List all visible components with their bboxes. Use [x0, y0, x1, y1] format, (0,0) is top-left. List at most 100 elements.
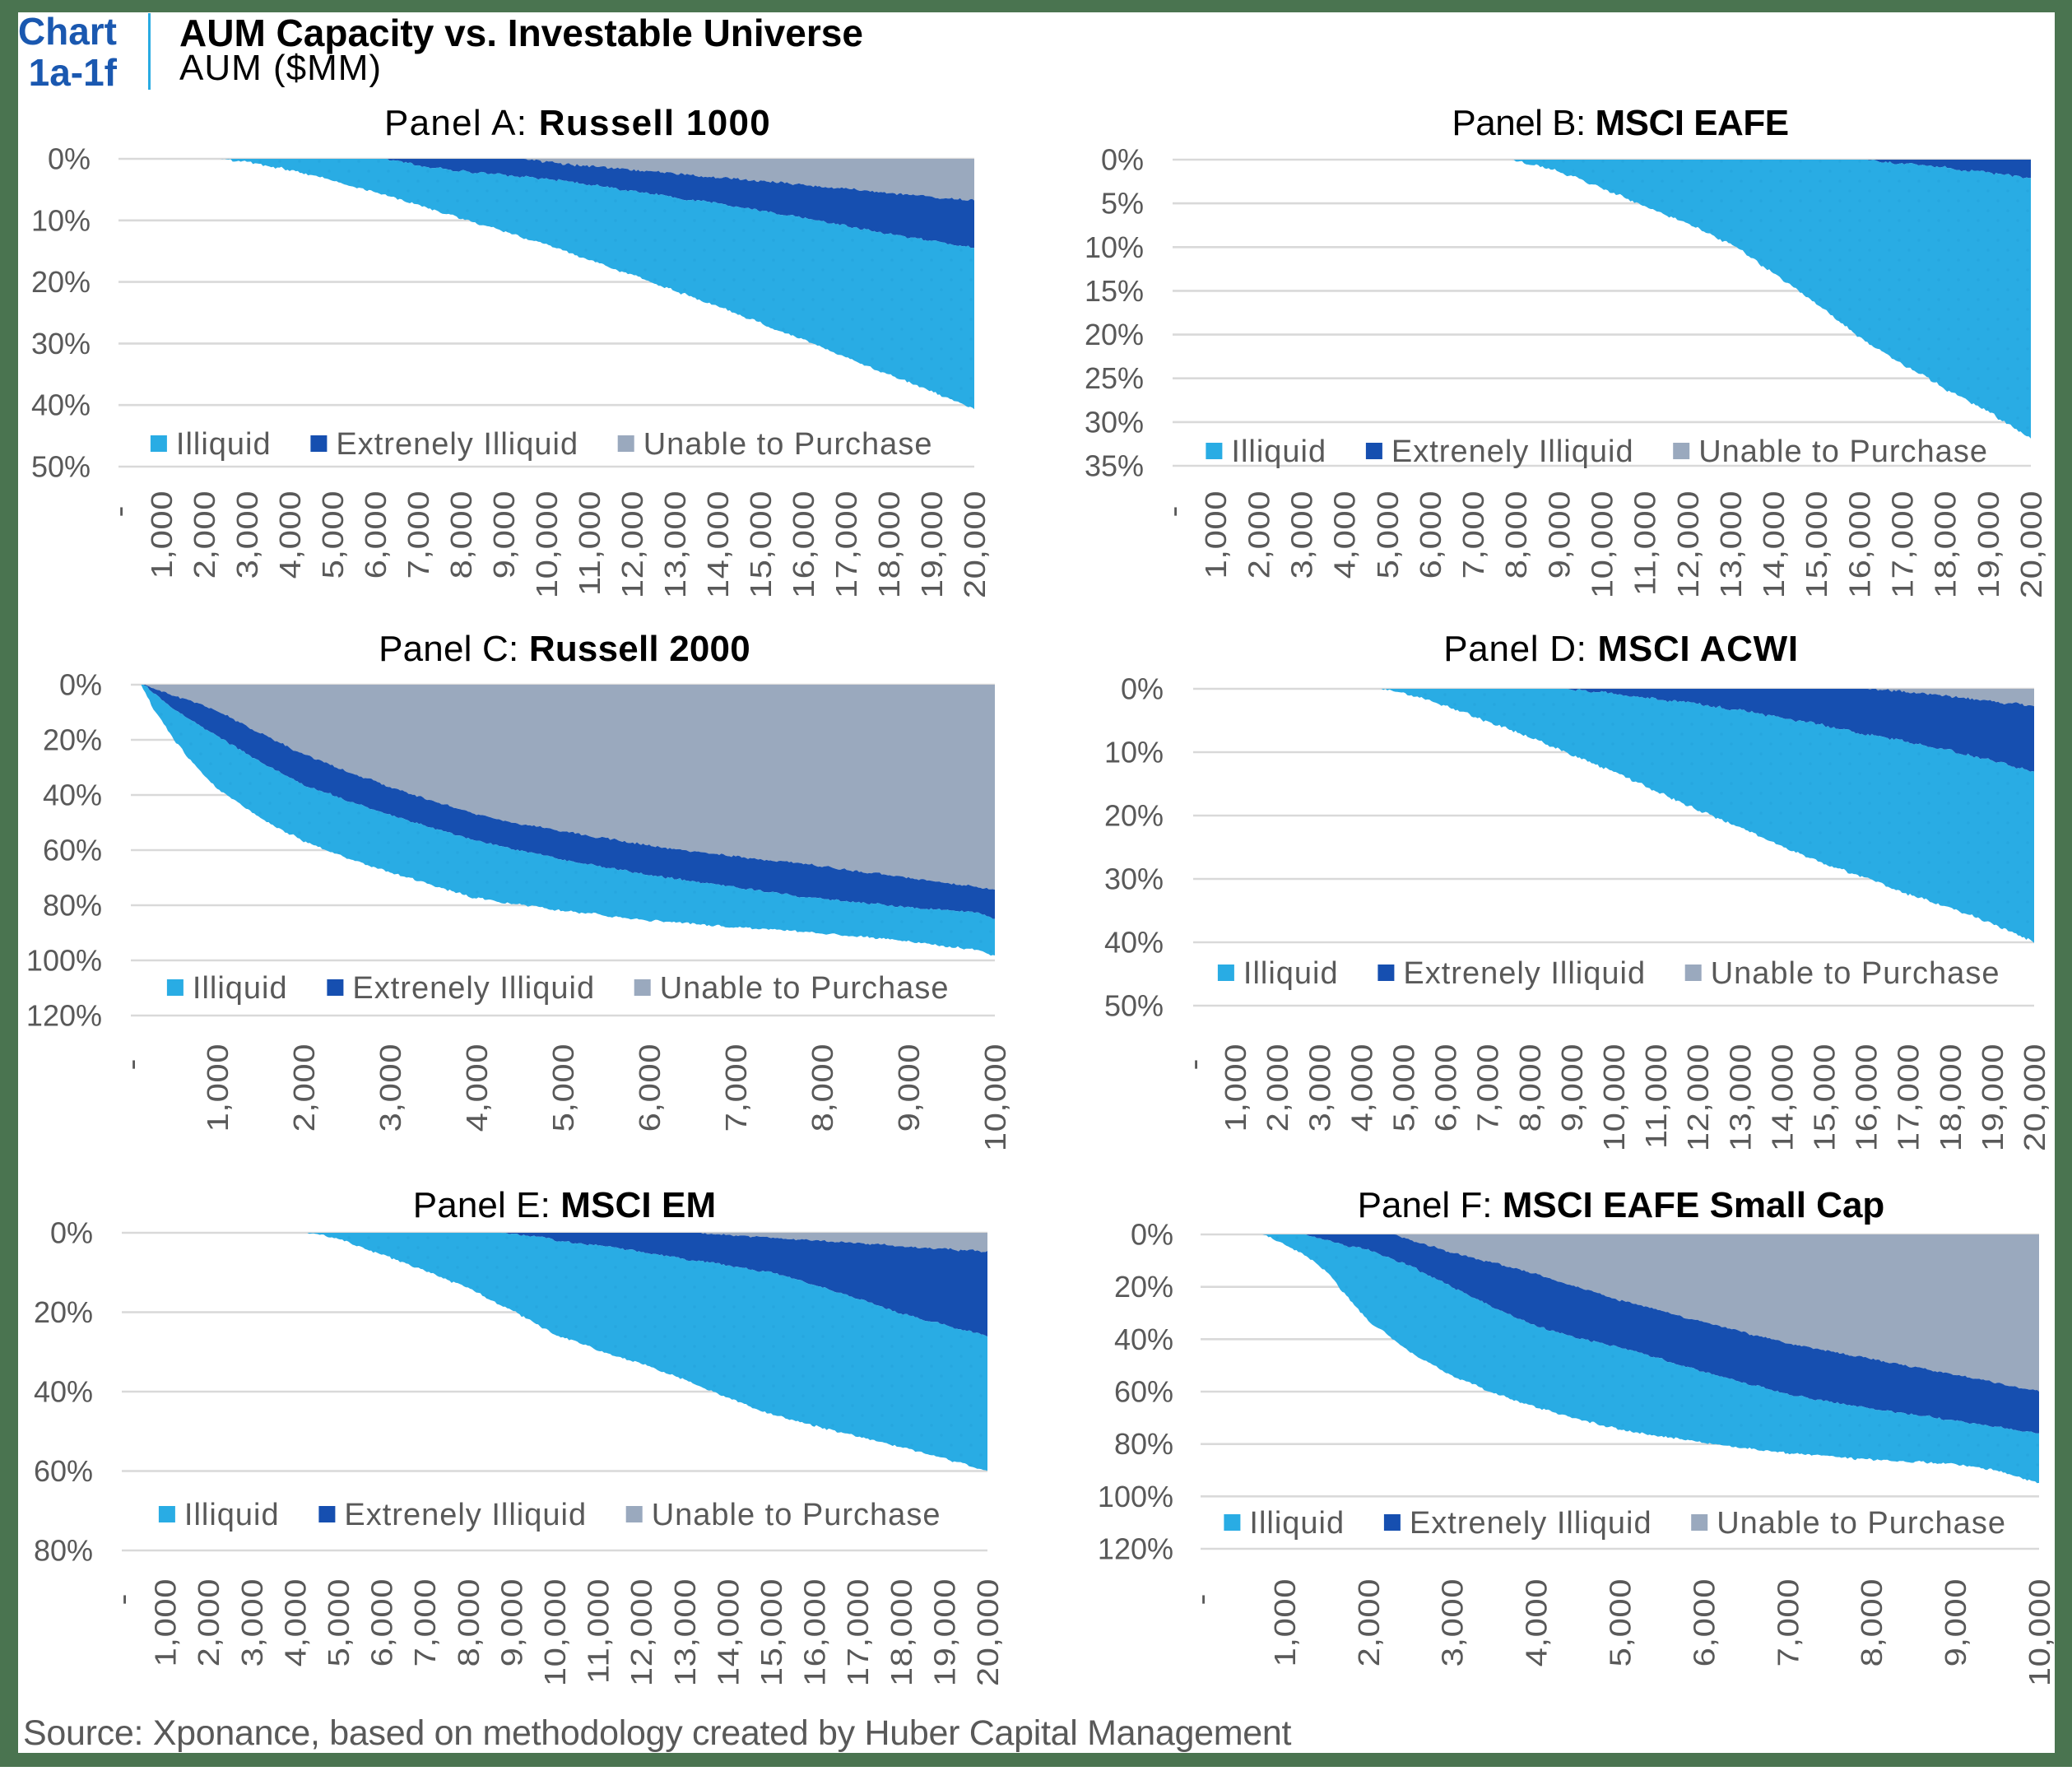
svg-text:13,000: 13,000 — [669, 1578, 702, 1686]
svg-text:6,000: 6,000 — [1689, 1578, 1721, 1666]
svg-text:20%: 20% — [34, 1295, 93, 1329]
svg-text:18,000: 18,000 — [885, 1578, 918, 1686]
svg-text:Panel B: MSCI EAFE: Panel B: MSCI EAFE — [1452, 103, 1788, 143]
svg-text:3,000: 3,000 — [1437, 1578, 1470, 1666]
svg-text:7,000: 7,000 — [1772, 1578, 1805, 1666]
svg-text:60%: 60% — [34, 1454, 93, 1488]
svg-text:7,000: 7,000 — [403, 490, 436, 579]
svg-text:-: - — [104, 505, 137, 517]
svg-text:9,000: 9,000 — [496, 1578, 529, 1666]
svg-text:4,000: 4,000 — [275, 490, 308, 579]
svg-text:1a-1f: 1a-1f — [29, 51, 118, 94]
svg-text:20,000: 20,000 — [959, 490, 992, 598]
svg-text:60%: 60% — [43, 834, 102, 867]
svg-text:13,000: 13,000 — [1716, 490, 1749, 598]
svg-text:50%: 50% — [31, 450, 91, 484]
svg-text:-: - — [107, 1593, 140, 1605]
svg-text:Extrenely Illiquid: Extrenely Illiquid — [1410, 1506, 1652, 1541]
svg-text:Unable to Purchase: Unable to Purchase — [660, 971, 950, 1006]
svg-text:14,000: 14,000 — [703, 490, 736, 598]
svg-text:20%: 20% — [1085, 318, 1144, 351]
svg-text:10,000: 10,000 — [1587, 490, 1619, 598]
svg-text:15,000: 15,000 — [746, 490, 778, 598]
svg-text:8,000: 8,000 — [1501, 490, 1534, 579]
svg-text:80%: 80% — [1114, 1427, 1173, 1461]
svg-text:5,000: 5,000 — [323, 1578, 356, 1666]
svg-text:AUM Capacity vs. Investable Un: AUM Capacity vs. Investable Universe — [179, 12, 863, 54]
svg-text:5,000: 5,000 — [548, 1044, 581, 1132]
svg-text:12,000: 12,000 — [1672, 490, 1705, 598]
svg-text:Panel A: Russell 1000: Panel A: Russell 1000 — [384, 103, 771, 143]
svg-text:7,000: 7,000 — [410, 1578, 443, 1666]
svg-text:19,000: 19,000 — [1977, 1044, 2010, 1151]
svg-text:60%: 60% — [1114, 1375, 1173, 1409]
svg-text:20,000: 20,000 — [2019, 1044, 2052, 1151]
svg-text:Panel C: Russell 2000: Panel C: Russell 2000 — [379, 629, 750, 669]
svg-text:5,000: 5,000 — [1388, 1044, 1421, 1132]
svg-text:0%: 0% — [1131, 1218, 1173, 1252]
svg-text:3,000: 3,000 — [1304, 1044, 1337, 1132]
svg-text:2,000: 2,000 — [1243, 490, 1276, 579]
svg-text:7,000: 7,000 — [721, 1044, 754, 1132]
svg-text:Illiquid: Illiquid — [184, 1498, 280, 1532]
svg-text:10,000: 10,000 — [980, 1044, 1013, 1151]
svg-text:10,000: 10,000 — [2024, 1578, 2057, 1686]
svg-text:11,000: 11,000 — [583, 1578, 616, 1684]
svg-text:9,000: 9,000 — [1544, 490, 1577, 579]
svg-text:40%: 40% — [1104, 926, 1164, 960]
svg-text:8,000: 8,000 — [453, 1578, 485, 1666]
svg-text:16,000: 16,000 — [788, 490, 821, 598]
svg-text:4,000: 4,000 — [1521, 1578, 1554, 1666]
svg-text:20%: 20% — [1114, 1270, 1173, 1304]
svg-text:12,000: 12,000 — [626, 1578, 659, 1686]
svg-text:20%: 20% — [43, 723, 102, 757]
svg-text:15,000: 15,000 — [1809, 1044, 1842, 1151]
svg-text:2,000: 2,000 — [289, 1044, 322, 1132]
svg-text:5,000: 5,000 — [1605, 1578, 1638, 1666]
svg-text:Extrenely Illiquid: Extrenely Illiquid — [1403, 956, 1646, 991]
svg-text:19,000: 19,000 — [929, 1578, 962, 1686]
svg-text:2,000: 2,000 — [1262, 1044, 1295, 1132]
svg-text:17,000: 17,000 — [1887, 490, 1920, 598]
svg-text:8,000: 8,000 — [1856, 1578, 1889, 1666]
svg-text:40%: 40% — [43, 779, 102, 812]
svg-text:9,000: 9,000 — [1557, 1044, 1590, 1132]
svg-text:6,000: 6,000 — [1415, 490, 1448, 579]
svg-text:10%: 10% — [1104, 736, 1164, 769]
svg-text:100%: 100% — [26, 944, 102, 978]
svg-text:Illiquid: Illiquid — [1249, 1506, 1345, 1541]
svg-text:13,000: 13,000 — [660, 490, 693, 598]
svg-text:12,000: 12,000 — [1683, 1044, 1716, 1151]
svg-text:7,000: 7,000 — [1472, 1044, 1505, 1132]
svg-text:9,000: 9,000 — [489, 490, 522, 579]
svg-text:20%: 20% — [1104, 799, 1164, 833]
svg-text:18,000: 18,000 — [874, 490, 907, 598]
svg-text:Unable to Purchase: Unable to Purchase — [652, 1498, 941, 1532]
svg-text:2,000: 2,000 — [193, 1578, 226, 1666]
svg-text:9,000: 9,000 — [894, 1044, 927, 1132]
svg-text:1,000: 1,000 — [1220, 1044, 1253, 1132]
svg-text:6,000: 6,000 — [366, 1578, 399, 1666]
svg-text:11,000: 11,000 — [1629, 490, 1662, 596]
svg-text:10,000: 10,000 — [540, 1578, 573, 1686]
svg-text:3,000: 3,000 — [375, 1044, 408, 1132]
svg-text:30%: 30% — [31, 327, 91, 360]
svg-text:20,000: 20,000 — [2016, 490, 2049, 598]
svg-text:3,000: 3,000 — [1286, 490, 1319, 579]
svg-text:-: - — [1178, 1058, 1211, 1070]
svg-text:1,000: 1,000 — [1270, 1578, 1303, 1666]
svg-text:3,000: 3,000 — [236, 1578, 269, 1666]
svg-text:15,000: 15,000 — [756, 1578, 789, 1686]
svg-text:Unable to Purchase: Unable to Purchase — [1711, 956, 2000, 991]
svg-text:15,000: 15,000 — [1801, 490, 1834, 598]
svg-text:4,000: 4,000 — [280, 1578, 313, 1666]
svg-text:120%: 120% — [26, 999, 102, 1033]
svg-text:13,000: 13,000 — [1725, 1044, 1758, 1151]
svg-text:9,000: 9,000 — [1940, 1578, 1973, 1666]
svg-text:Panel F: MSCI EAFE Small Cap: Panel F: MSCI EAFE Small Cap — [1358, 1185, 1885, 1225]
svg-text:30%: 30% — [1085, 405, 1144, 439]
svg-text:80%: 80% — [34, 1534, 93, 1568]
svg-text:16,000: 16,000 — [1844, 490, 1877, 598]
svg-text:Panel D: MSCI ACWI: Panel D: MSCI ACWI — [1443, 629, 1799, 669]
svg-text:5,000: 5,000 — [318, 490, 351, 579]
